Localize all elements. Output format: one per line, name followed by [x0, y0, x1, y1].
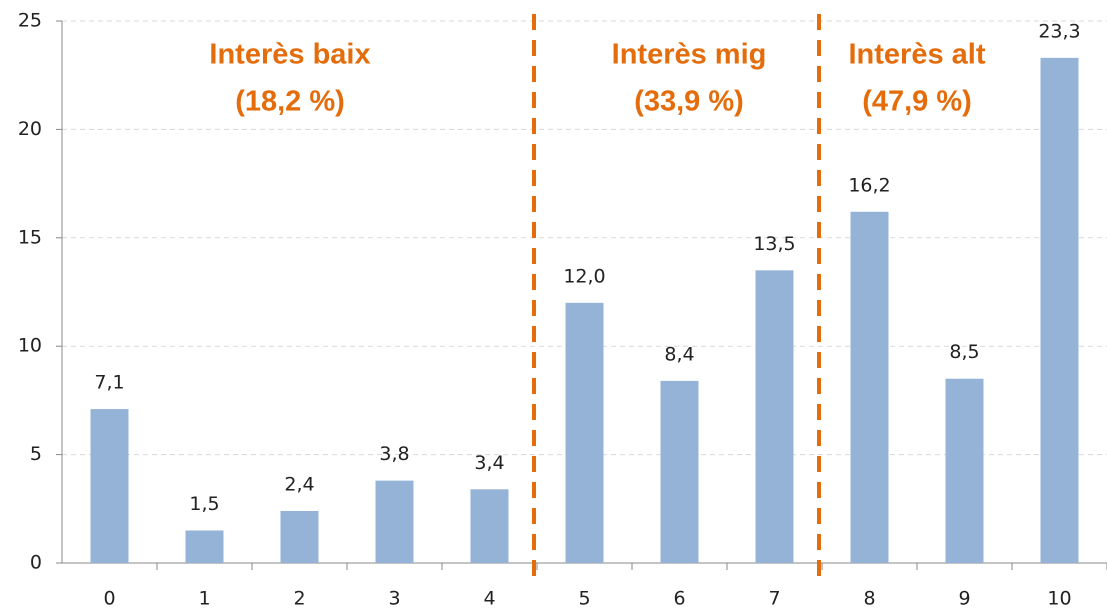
x-tick-label: 8	[863, 588, 875, 610]
x-tick-label: 6	[673, 588, 685, 610]
bar	[280, 510, 319, 563]
bar	[185, 530, 224, 563]
x-tick-label: 3	[388, 588, 400, 610]
bar	[470, 489, 509, 563]
y-tick-label: 0	[30, 552, 42, 574]
x-tick-label: 10	[1047, 588, 1071, 610]
bar	[565, 302, 604, 563]
value-label: 16,2	[848, 174, 890, 196]
x-tick-label: 0	[103, 588, 115, 610]
annotation: Interès mig	[612, 39, 767, 71]
y-tick-label: 10	[18, 335, 42, 357]
value-label: 3,8	[379, 443, 409, 465]
value-label: 3,4	[474, 452, 504, 474]
annotation: (18,2 %)	[235, 86, 345, 118]
bar	[660, 380, 699, 563]
value-label: 23,3	[1038, 20, 1080, 42]
y-tick-label: 5	[30, 443, 42, 465]
bar	[945, 378, 984, 563]
y-tick-label: 25	[18, 10, 42, 32]
bar	[755, 270, 794, 563]
value-label: 2,4	[284, 473, 314, 495]
annotation: Interès alt	[849, 39, 986, 71]
x-tick-label: 4	[483, 588, 495, 610]
x-tick-label: 1	[198, 588, 210, 610]
x-tick-label: 5	[578, 588, 590, 610]
value-label: 1,5	[189, 493, 219, 515]
bar	[90, 409, 129, 563]
x-tick-label: 7	[768, 588, 780, 610]
y-tick-label: 20	[18, 118, 42, 140]
y-tick-label: 15	[18, 226, 42, 248]
bar	[375, 480, 414, 563]
x-tick-label: 9	[958, 588, 970, 610]
annotation: (33,9 %)	[634, 86, 744, 118]
annotation: (47,9 %)	[862, 86, 972, 118]
value-label: 8,5	[949, 341, 979, 363]
annotation: Interès baix	[209, 39, 370, 71]
bar	[850, 211, 889, 563]
x-tick-label: 2	[293, 588, 305, 610]
value-label: 13,5	[753, 233, 795, 255]
value-label: 12,0	[563, 265, 605, 287]
value-label: 8,4	[664, 343, 694, 365]
bar	[1040, 57, 1079, 564]
value-label: 7,1	[94, 372, 124, 394]
